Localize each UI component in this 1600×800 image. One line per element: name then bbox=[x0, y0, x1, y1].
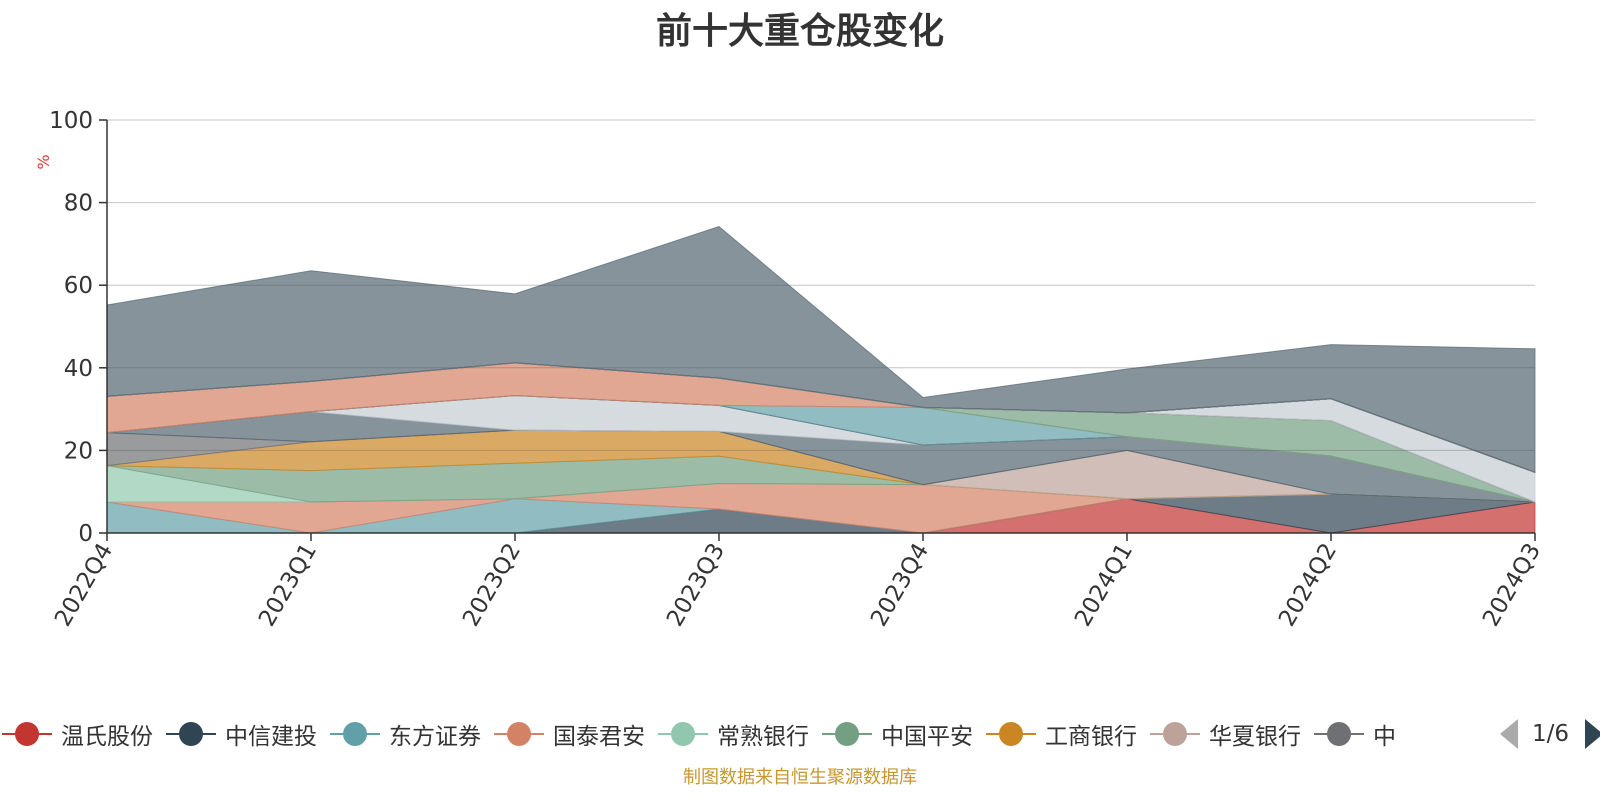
legend-marker-icon bbox=[494, 720, 544, 748]
x-tick-label: 2024Q2 bbox=[1274, 539, 1342, 631]
legend-marker-icon bbox=[166, 720, 216, 748]
y-tick-label: 60 bbox=[64, 273, 93, 299]
legend-label: 工商银行 bbox=[1045, 724, 1137, 750]
legend-label: 国泰君安 bbox=[553, 724, 645, 750]
legend-marker-icon bbox=[822, 720, 872, 748]
y-tick-label: 80 bbox=[64, 191, 93, 217]
legend-marker-icon bbox=[658, 720, 708, 748]
x-tick-label: 2023Q3 bbox=[662, 539, 730, 631]
y-tick-label: 20 bbox=[64, 438, 93, 464]
legend-track: 温氏股份 中信建投 东方证券 国泰君安 常熟银行 中国平安 工商银行 华夏银行 中 bbox=[2, 714, 1409, 754]
legend-marker-icon bbox=[2, 720, 52, 748]
legend-item[interactable]: 中国平安 bbox=[822, 717, 973, 751]
legend-item[interactable]: 工商银行 bbox=[986, 717, 1137, 751]
legend-label: 常熟银行 bbox=[717, 724, 809, 750]
legend-viewport: 温氏股份 中信建投 东方证券 国泰君安 常熟银行 中国平安 工商银行 华夏银行 中 bbox=[0, 714, 1476, 754]
source-note: 制图数据来自恒生聚源数据库 bbox=[683, 767, 917, 788]
legend-item[interactable]: 中 bbox=[1314, 717, 1396, 751]
legend-marker-icon bbox=[986, 720, 1036, 748]
legend-item[interactable]: 国泰君安 bbox=[494, 717, 645, 751]
series-area-44 bbox=[106, 225, 1536, 474]
legend-item[interactable]: 常熟银行 bbox=[658, 717, 809, 751]
legend-label: 中信建投 bbox=[225, 724, 317, 750]
legend-marker-icon bbox=[1314, 720, 1364, 748]
legend-item[interactable]: 中信建投 bbox=[166, 717, 317, 751]
legend-item[interactable]: 华夏银行 bbox=[1150, 717, 1301, 751]
legend-label: 中国平安 bbox=[881, 724, 973, 750]
y-tick-label: 40 bbox=[64, 356, 93, 382]
x-tick-label: 2024Q1 bbox=[1070, 539, 1138, 631]
chart-title: 前十大重仓股变化 bbox=[655, 11, 944, 52]
x-tick-label: 2023Q4 bbox=[866, 539, 934, 631]
legend-marker-icon bbox=[1150, 720, 1200, 748]
x-tick-label: 2024Q3 bbox=[1478, 539, 1546, 631]
x-tick-label: 2023Q1 bbox=[254, 539, 322, 631]
legend-pager: 1/6 bbox=[1500, 714, 1600, 754]
legend-label: 华夏银行 bbox=[1209, 724, 1301, 750]
y-tick-label: 100 bbox=[49, 108, 93, 134]
y-tick-label: 0 bbox=[78, 521, 93, 547]
legend-page-indicator: 1/6 bbox=[1532, 721, 1570, 747]
legend-label: 东方证券 bbox=[389, 724, 481, 750]
legend-prev-page-icon[interactable] bbox=[1500, 719, 1518, 749]
legend-item[interactable]: 东方证券 bbox=[330, 717, 481, 751]
x-tick-label: 2022Q4 bbox=[50, 539, 118, 631]
y-axis-unit-label: % bbox=[34, 154, 53, 169]
legend-marker-icon bbox=[330, 720, 380, 748]
legend-label: 温氏股份 bbox=[61, 724, 153, 750]
legend-label: 中 bbox=[1373, 724, 1396, 750]
x-tick-label: 2023Q2 bbox=[458, 539, 526, 631]
legend-next-page-icon[interactable] bbox=[1585, 719, 1600, 749]
legend-item[interactable]: 温氏股份 bbox=[2, 717, 153, 751]
legend: 温氏股份 中信建投 东方证券 国泰君安 常熟银行 中国平安 工商银行 华夏银行 中 1/6 bbox=[0, 714, 1600, 754]
